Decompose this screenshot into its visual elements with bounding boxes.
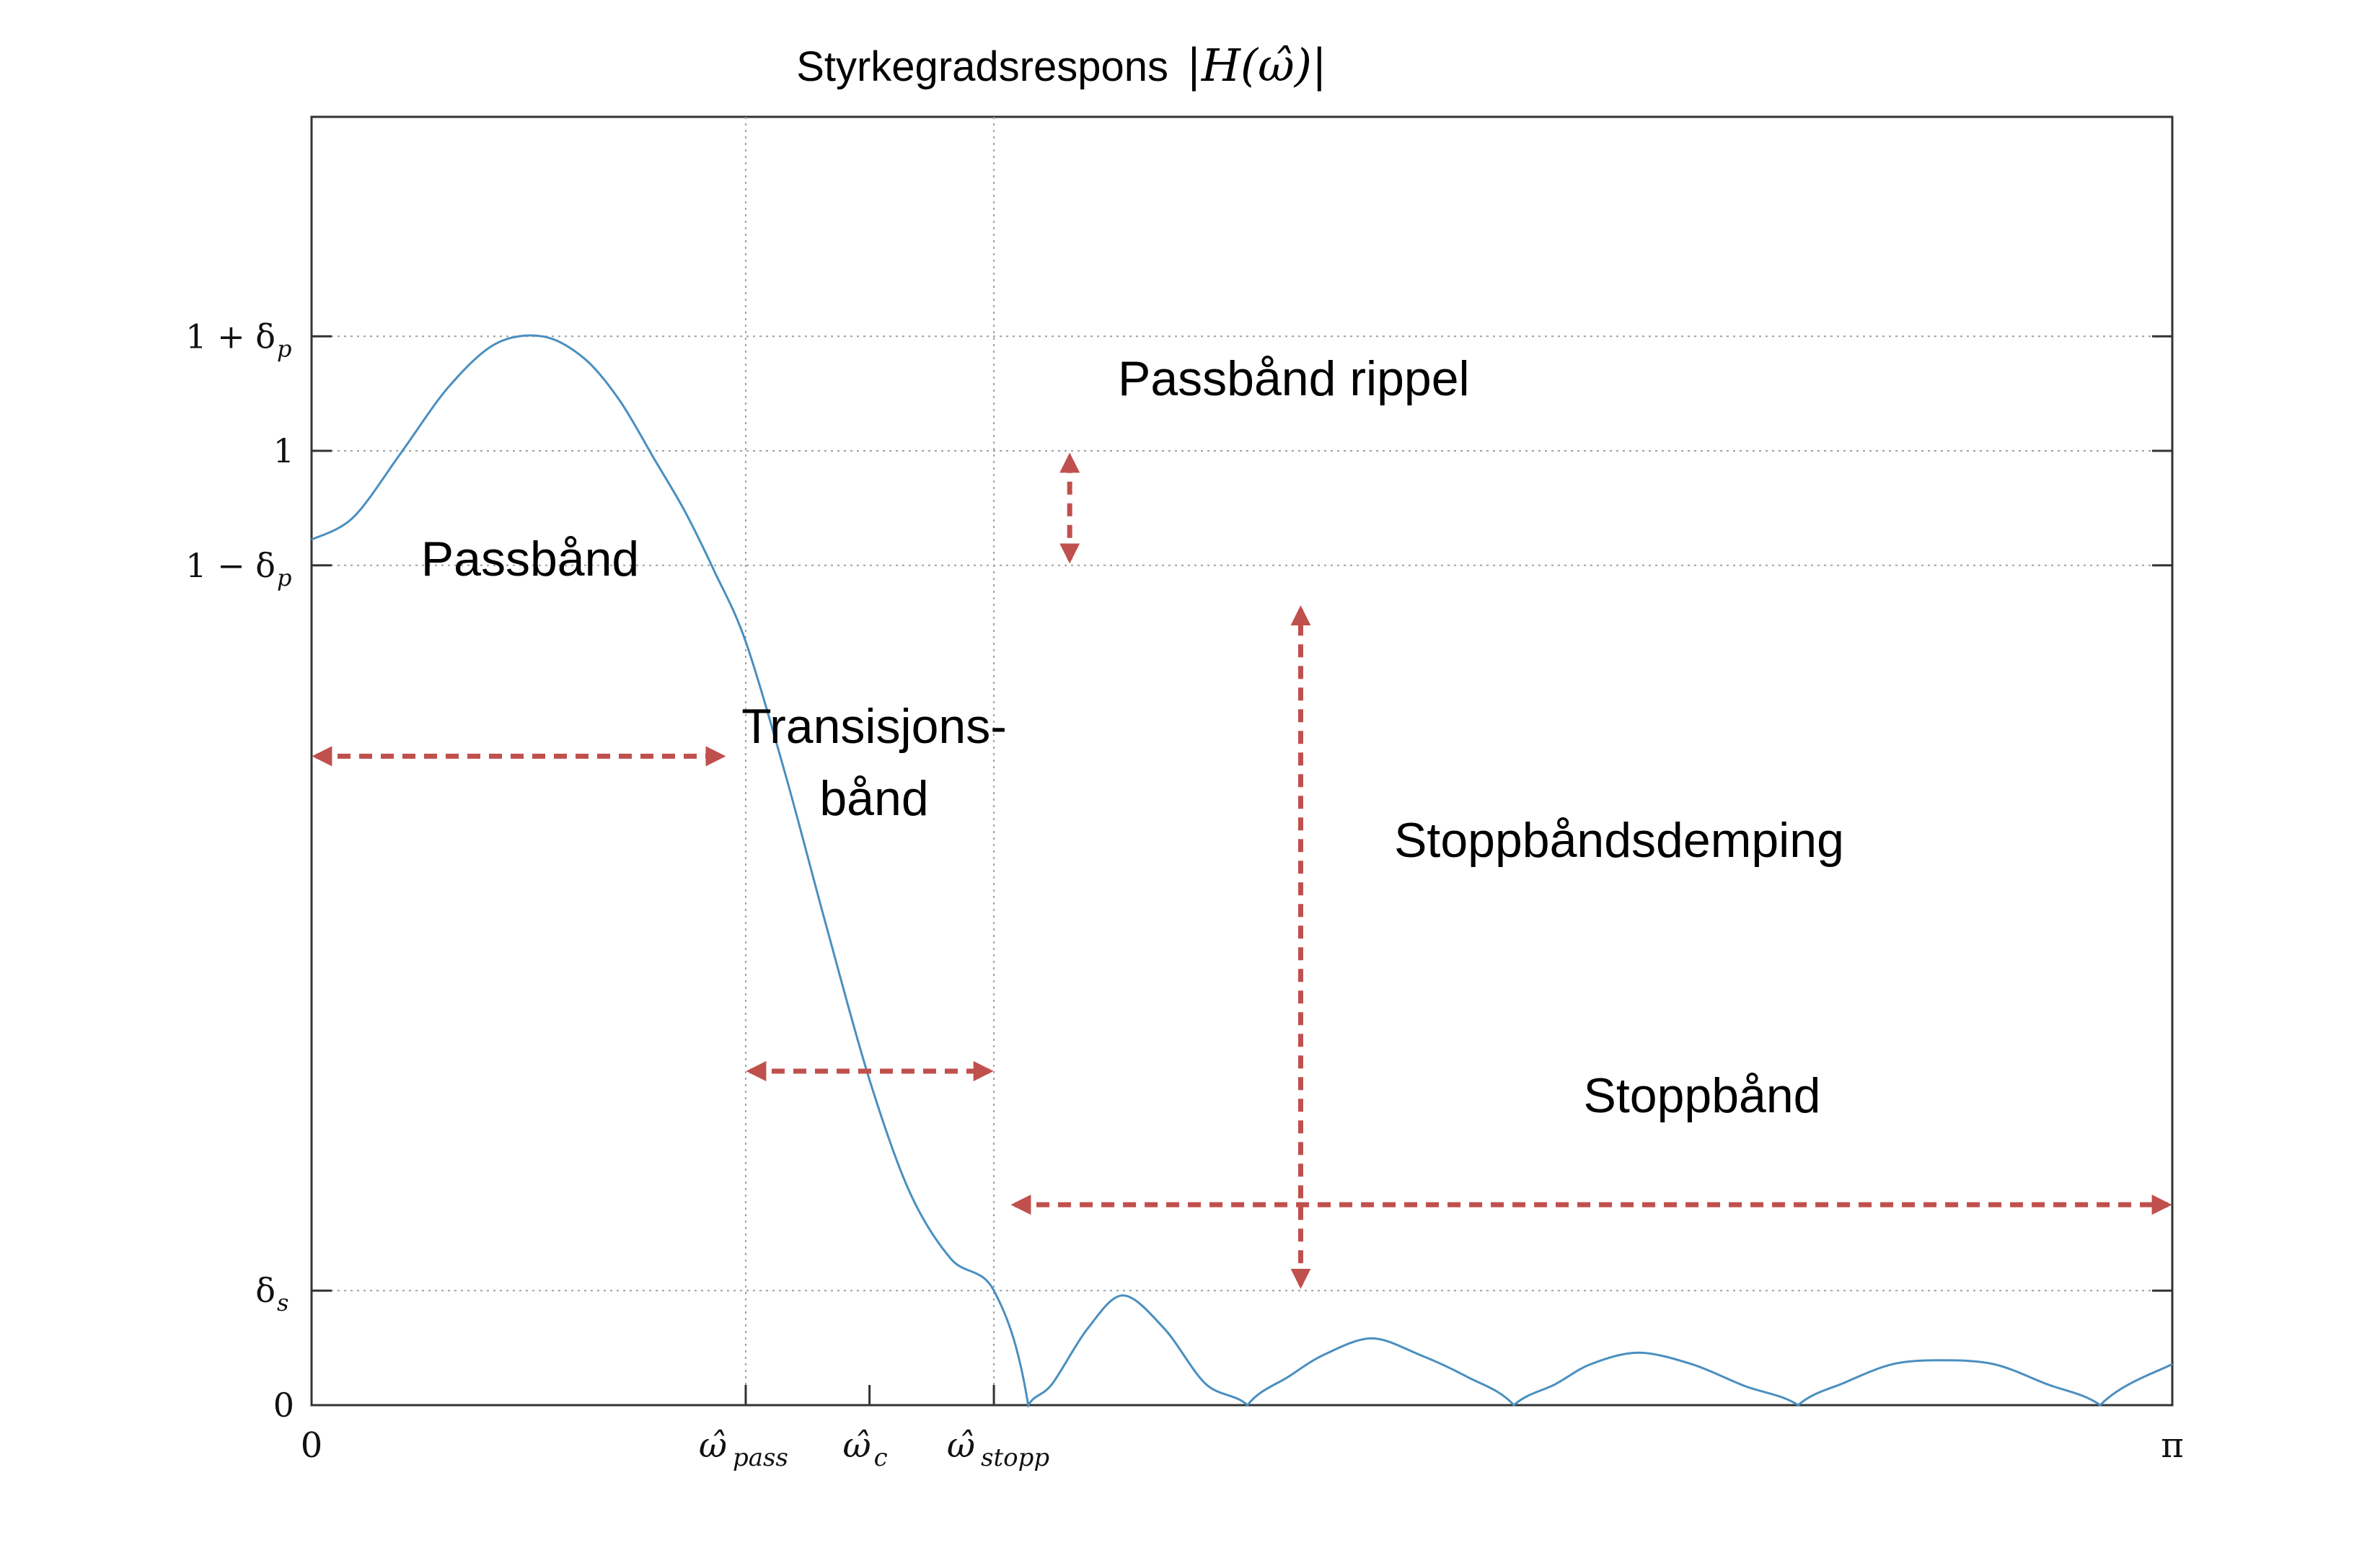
chart-title: Styrkegradsrespons <box>796 43 1168 90</box>
x-tick-label-subscript: c <box>874 1443 888 1472</box>
plot-frame <box>312 117 2172 1405</box>
annotation-layer: Passbånd Transisjons-bånd Passbånd rippel S… <box>316 351 2168 1285</box>
y-tick-label: δ <box>255 1271 276 1310</box>
annotation-label: Stoppbåndsdemping <box>1394 813 1844 868</box>
y-tick-label: 1 − δ <box>185 546 276 585</box>
x-tick-label: ω̂ <box>842 1425 871 1466</box>
x-tick-label: ω̂ <box>947 1425 975 1466</box>
x-tick-label: π <box>2161 1425 2184 1466</box>
annotation-label: Transisjons- <box>741 699 1007 754</box>
annotation-label: Passbånd <box>421 532 639 586</box>
y-tick-label: 1 + δ <box>185 317 276 356</box>
tick-marks <box>312 336 2172 1405</box>
x-tick-label-subscript: stopp <box>981 1443 1049 1472</box>
curve-layer <box>312 335 2172 1405</box>
y-tick-label-subscript: s <box>277 1289 288 1316</box>
annotation-label: Passbånd rippel <box>1118 351 1470 406</box>
tick-labels: 0δ s1 − δ p11 + δ p0 ω̂ pass ω̂ c ω̂ stopp π <box>185 317 2184 1472</box>
annotation-label: Stoppbånd <box>1584 1068 1821 1123</box>
x-tick-label: 0 <box>301 1425 323 1466</box>
x-tick-label: ω̂ <box>699 1425 727 1466</box>
y-tick-label: 1 <box>273 431 294 470</box>
magnitude-curve-series-0 <box>312 335 2172 1405</box>
y-tick-label-subscript: p <box>277 564 291 591</box>
chart-title-math: |H(ω̂)| <box>1186 39 1327 92</box>
grid-lines <box>312 117 2172 1405</box>
y-tick-label-subscript: p <box>277 335 291 362</box>
annotation-label: bånd <box>819 771 928 826</box>
y-tick-label: 0 <box>273 1386 294 1425</box>
x-tick-label-subscript: pass <box>733 1443 788 1472</box>
